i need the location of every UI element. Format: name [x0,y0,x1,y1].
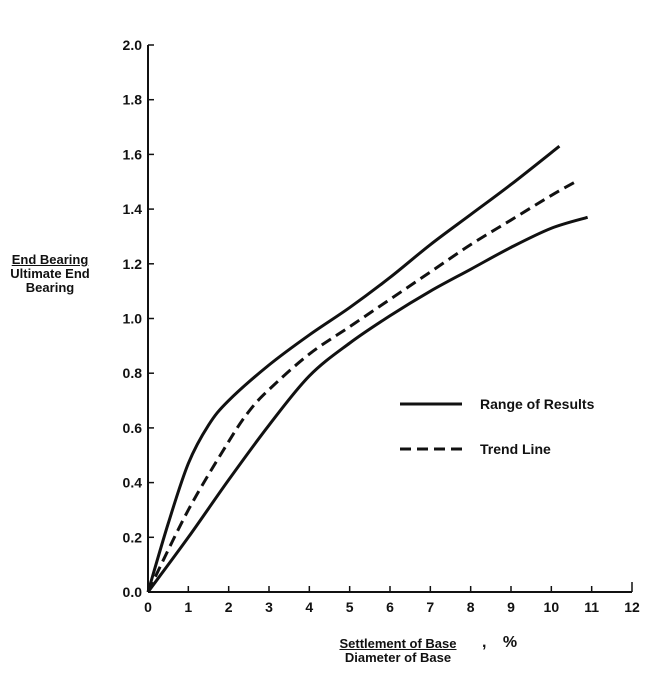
series-line-trend-line [146,180,577,593]
y-tick-label: 1.0 [123,311,143,327]
x-label-numerator: Settlement of Base [339,636,457,651]
x-tick-label: 0 [144,599,152,615]
x-tick-label: 8 [467,599,475,615]
y-tick-label: 0.6 [123,420,143,436]
y-tick-label: 0.8 [123,365,143,381]
x-tick-label: 12 [624,599,640,615]
y-axis-label: End Bearing Ultimate End Bearing [0,253,100,295]
legend-label: Trend Line [480,441,551,457]
x-tick-label: 1 [184,599,192,615]
x-tick-label: 9 [507,599,515,615]
y-tick-label: 2.0 [123,37,143,53]
series-line-range-upper [146,145,561,593]
x-tick-label: 7 [426,599,434,615]
x-tick-label: 2 [225,599,233,615]
x-label-denominator: Diameter of Base [344,650,452,665]
x-tick-label: 6 [386,599,394,615]
x-tick-label: 11 [584,599,599,615]
y-label-denominator: Ultimate End Bearing [10,266,90,295]
x-label-unit: , % [482,634,518,651]
x-tick-label: 10 [544,599,560,615]
x-tick-label: 3 [265,599,273,615]
y-label-numerator: End Bearing [11,252,89,267]
x-axis-label: Settlement of Base Diameter of Base [318,637,478,665]
y-tick-label: 0.4 [123,475,143,491]
series-line-range-lower [146,215,589,593]
legend-label: Range of Results [480,396,595,412]
y-tick-label: 1.2 [123,256,143,272]
y-tick-label: 0.0 [123,584,143,600]
y-tick-label: 1.4 [123,201,143,217]
y-tick-label: 1.8 [123,92,143,108]
y-tick-label: 0.2 [123,529,143,545]
x-tick-label: 4 [305,599,313,615]
y-tick-label: 1.6 [123,146,143,162]
x-tick-label: 5 [346,599,354,615]
